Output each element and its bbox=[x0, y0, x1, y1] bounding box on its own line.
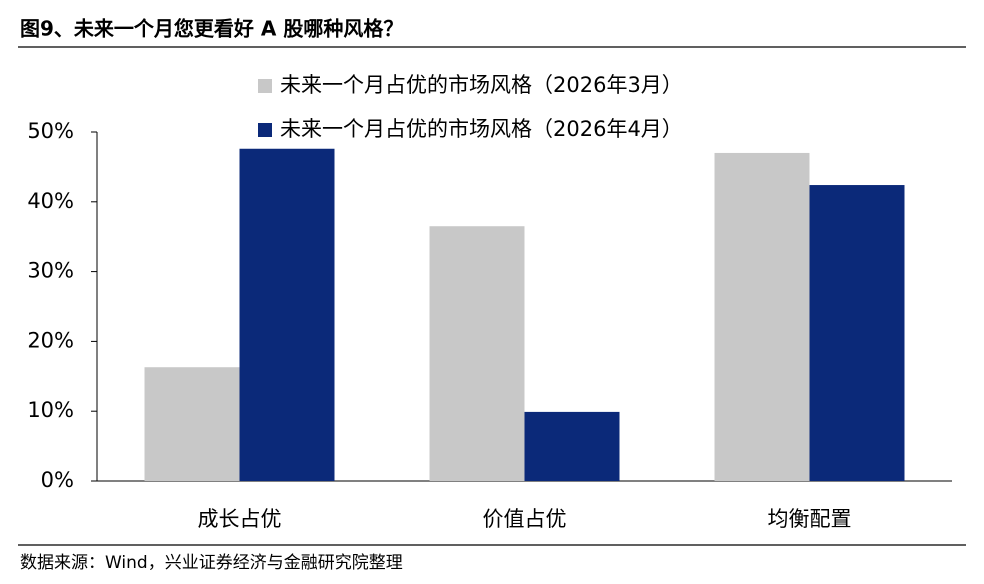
bar bbox=[429, 226, 525, 481]
y-tick-label: 10% bbox=[27, 398, 74, 422]
chart-title: 图9、未来一个月您更看好 A 股哪种风格？ bbox=[20, 17, 403, 41]
x-tick-label: 成长占优 bbox=[198, 507, 282, 531]
y-tick-label: 40% bbox=[27, 189, 74, 213]
legend-label: 未来一个月占优的市场风格（2026年4月） bbox=[280, 117, 683, 141]
bar bbox=[239, 148, 335, 481]
bar bbox=[524, 411, 620, 481]
bar bbox=[144, 367, 240, 481]
y-tick-label: 20% bbox=[27, 328, 74, 352]
y-tick-label: 0% bbox=[41, 468, 74, 492]
x-tick-label: 价值占优 bbox=[483, 507, 567, 531]
legend-swatch bbox=[258, 79, 272, 93]
bar bbox=[809, 185, 905, 481]
source-note: 数据来源：Wind，兴业证券经济与金融研究院整理 bbox=[20, 553, 403, 573]
bar bbox=[714, 152, 810, 481]
x-tick-label: 均衡配置 bbox=[768, 507, 852, 531]
legend-swatch bbox=[258, 123, 272, 137]
y-tick-label: 50% bbox=[27, 119, 74, 143]
y-tick-label: 30% bbox=[27, 259, 74, 283]
legend-label: 未来一个月占优的市场风格（2026年3月） bbox=[280, 73, 683, 97]
